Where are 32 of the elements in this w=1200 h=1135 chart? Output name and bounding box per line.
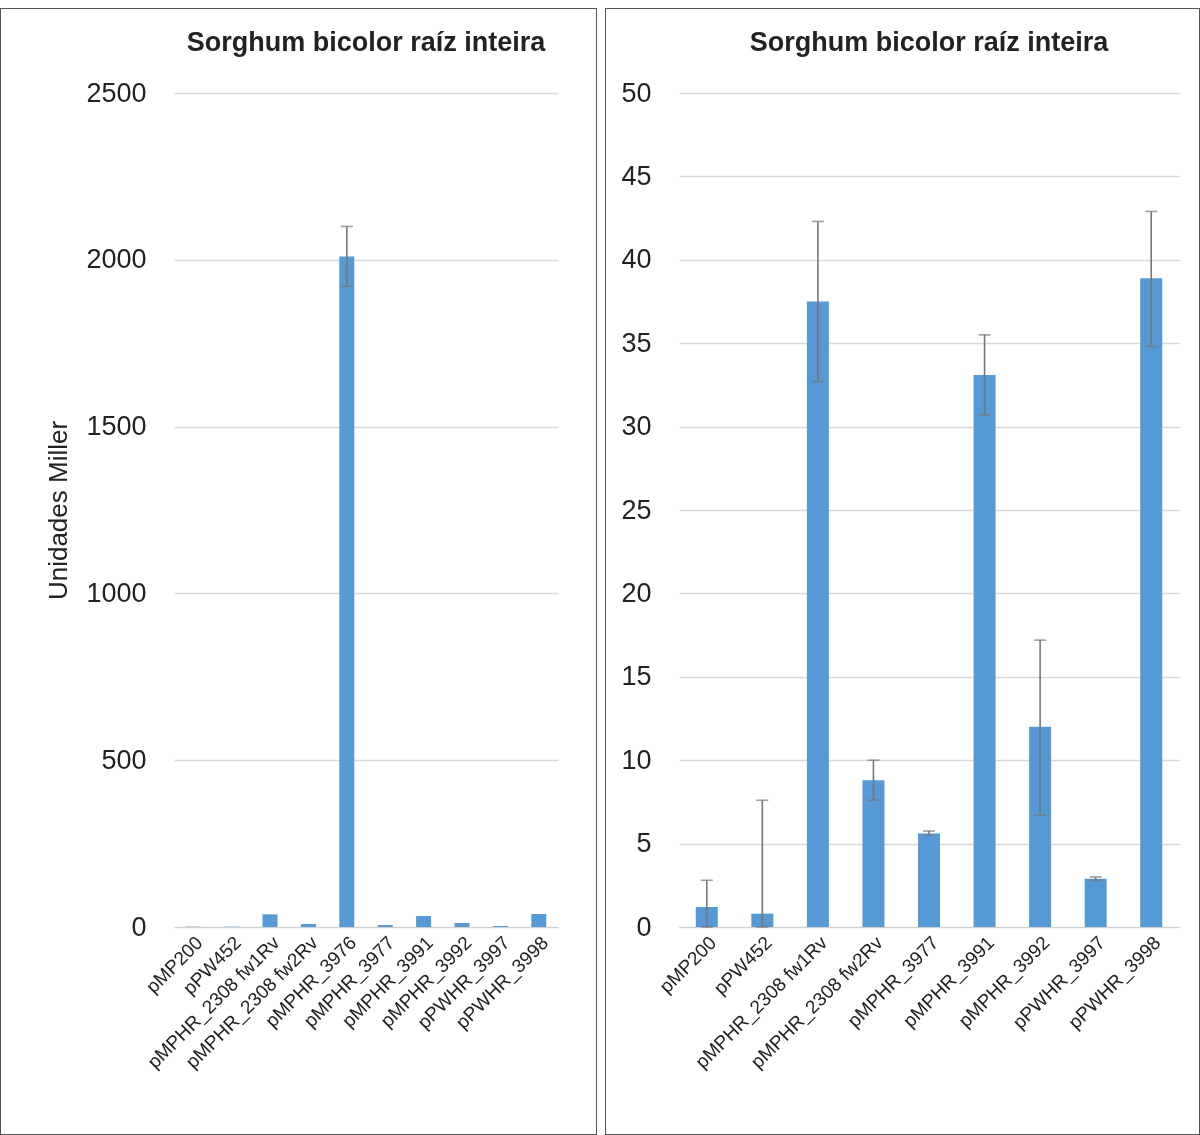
- y-tick-label: 50: [621, 77, 652, 108]
- bar: [1084, 878, 1107, 927]
- chart-title: Sorghum bicolor raíz inteira: [749, 27, 1110, 57]
- y-tick-label: 20: [621, 577, 652, 608]
- bar: [416, 915, 432, 927]
- bar: [339, 256, 355, 927]
- y-axis-title: Unidades Miller: [43, 420, 74, 601]
- y-tick-label: 45: [621, 160, 652, 191]
- y-tick-label: 2500: [86, 77, 147, 108]
- bar: [531, 913, 547, 927]
- y-tick-label: 2000: [86, 244, 147, 275]
- y-tick-label: 25: [621, 494, 652, 525]
- bar: [300, 924, 316, 927]
- bar: [1029, 726, 1052, 927]
- y-tick-label: 40: [621, 244, 652, 275]
- y-tick-label: 500: [101, 744, 147, 775]
- y-tick-label: 1500: [86, 411, 147, 442]
- y-tick-label: 35: [621, 327, 652, 358]
- chart-title: Sorghum bicolor raíz inteira: [186, 27, 547, 57]
- bar: [806, 301, 829, 927]
- bar: [454, 923, 470, 927]
- y-tick-label: 0: [131, 911, 147, 942]
- y-tick-label: 30: [621, 411, 652, 442]
- bar: [262, 914, 278, 927]
- y-tick-label: 10: [621, 744, 652, 775]
- y-tick-label: 15: [621, 661, 652, 692]
- bar: [973, 374, 996, 927]
- bar: [1140, 278, 1163, 927]
- y-tick-label: 0: [636, 911, 652, 942]
- y-tick-label: 5: [636, 828, 652, 859]
- bar: [862, 780, 885, 927]
- y-tick-label: 1000: [86, 577, 147, 608]
